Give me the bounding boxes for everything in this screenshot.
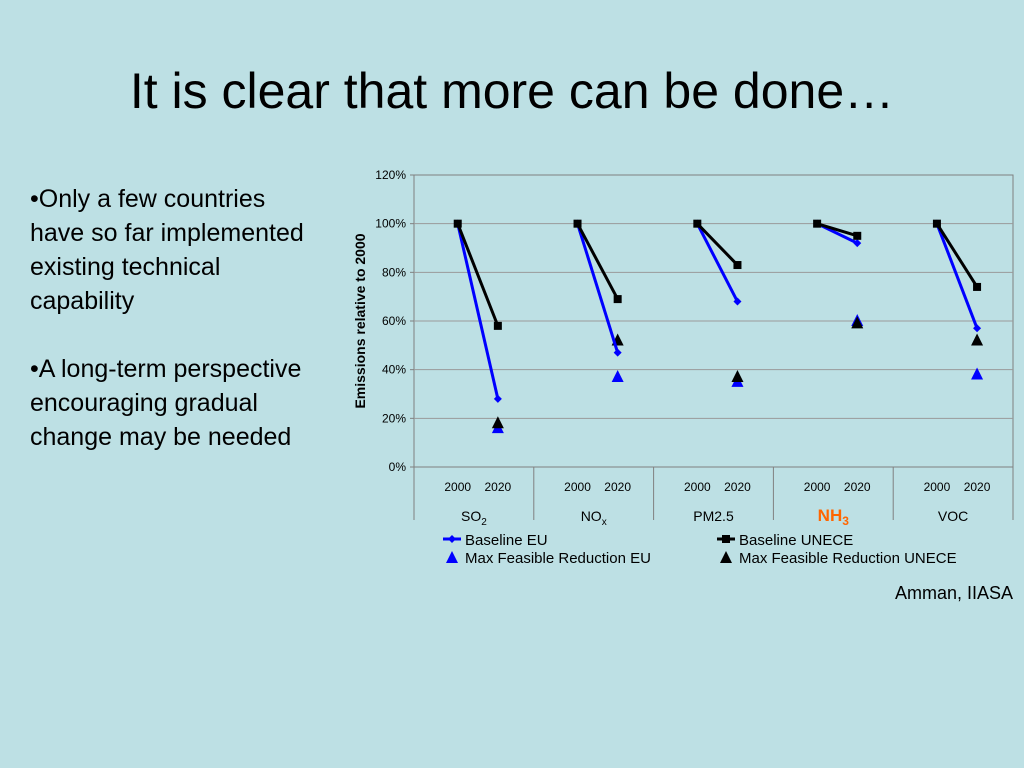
series-line [816, 222, 858, 238]
x-tick-label: 2000 [564, 480, 591, 494]
data-point [971, 333, 984, 346]
series-line [456, 223, 500, 400]
series-line [695, 222, 739, 303]
x-tick-label: 2020 [604, 480, 631, 494]
data-point [491, 416, 504, 429]
series-line [576, 222, 619, 300]
y-tick-label: 40% [382, 363, 406, 377]
x-tick-label: 2020 [844, 480, 871, 494]
legend-marker [722, 535, 730, 543]
y-axis-label: Emissions relative to 2000 [352, 233, 368, 408]
data-point [611, 369, 624, 382]
bullet-list: •Only a few countries have so far implem… [30, 182, 320, 488]
data-point [613, 295, 622, 304]
data-point [573, 219, 582, 228]
category-label: NOx [581, 508, 607, 528]
category-label: VOC [938, 508, 968, 524]
data-point [853, 231, 862, 240]
data-point [973, 282, 982, 291]
x-tick-label: 2020 [724, 480, 751, 494]
y-tick-label: 0% [389, 460, 407, 474]
series-line [696, 222, 739, 267]
series-line [935, 223, 979, 329]
data-point [973, 324, 982, 333]
data-point [971, 367, 984, 380]
data-point [813, 219, 822, 228]
category-label: SO2 [461, 508, 487, 528]
data-point [851, 316, 864, 329]
series-line [935, 222, 979, 288]
legend-label: Baseline UNECE [739, 532, 853, 549]
legend-label: Max Feasible Reduction UNECE [739, 550, 957, 567]
series-line [456, 223, 500, 327]
y-tick-label: 60% [382, 314, 406, 328]
data-point [733, 261, 742, 270]
x-tick-label: 2020 [964, 480, 991, 494]
category-label: PM2.5 [693, 508, 734, 524]
legend-label: Baseline EU [465, 532, 548, 549]
y-tick-label: 120% [375, 168, 406, 182]
bullet-item: •Only a few countries have so far implem… [30, 185, 304, 315]
y-tick-label: 20% [382, 411, 406, 425]
data-point [733, 297, 742, 306]
data-point [493, 321, 502, 330]
y-tick-label: 80% [382, 265, 406, 279]
legend-marker [446, 551, 458, 563]
series-line [576, 223, 620, 354]
data-point [613, 348, 622, 357]
bullet-item: •A long-term perspective encouraging gra… [30, 355, 302, 451]
legend-marker [448, 535, 456, 543]
data-point [731, 369, 744, 382]
x-tick-label: 2000 [684, 480, 711, 494]
x-tick-label: 2000 [804, 480, 831, 494]
legend-marker [720, 551, 732, 563]
x-tick-label: 2020 [485, 480, 512, 494]
category-label: NH3 [818, 506, 850, 528]
data-point [932, 219, 941, 228]
data-point [853, 239, 862, 248]
slide-title: It is clear that more can be done… [129, 63, 895, 119]
x-tick-label: 2000 [924, 480, 951, 494]
y-tick-label: 100% [375, 217, 406, 231]
source-credit: Amman, IIASA [894, 583, 1013, 603]
legend-label: Max Feasible Reduction EU [465, 550, 651, 567]
data-point [693, 219, 702, 228]
data-point [493, 394, 502, 403]
x-tick-label: 2000 [444, 480, 471, 494]
data-point [453, 219, 462, 228]
